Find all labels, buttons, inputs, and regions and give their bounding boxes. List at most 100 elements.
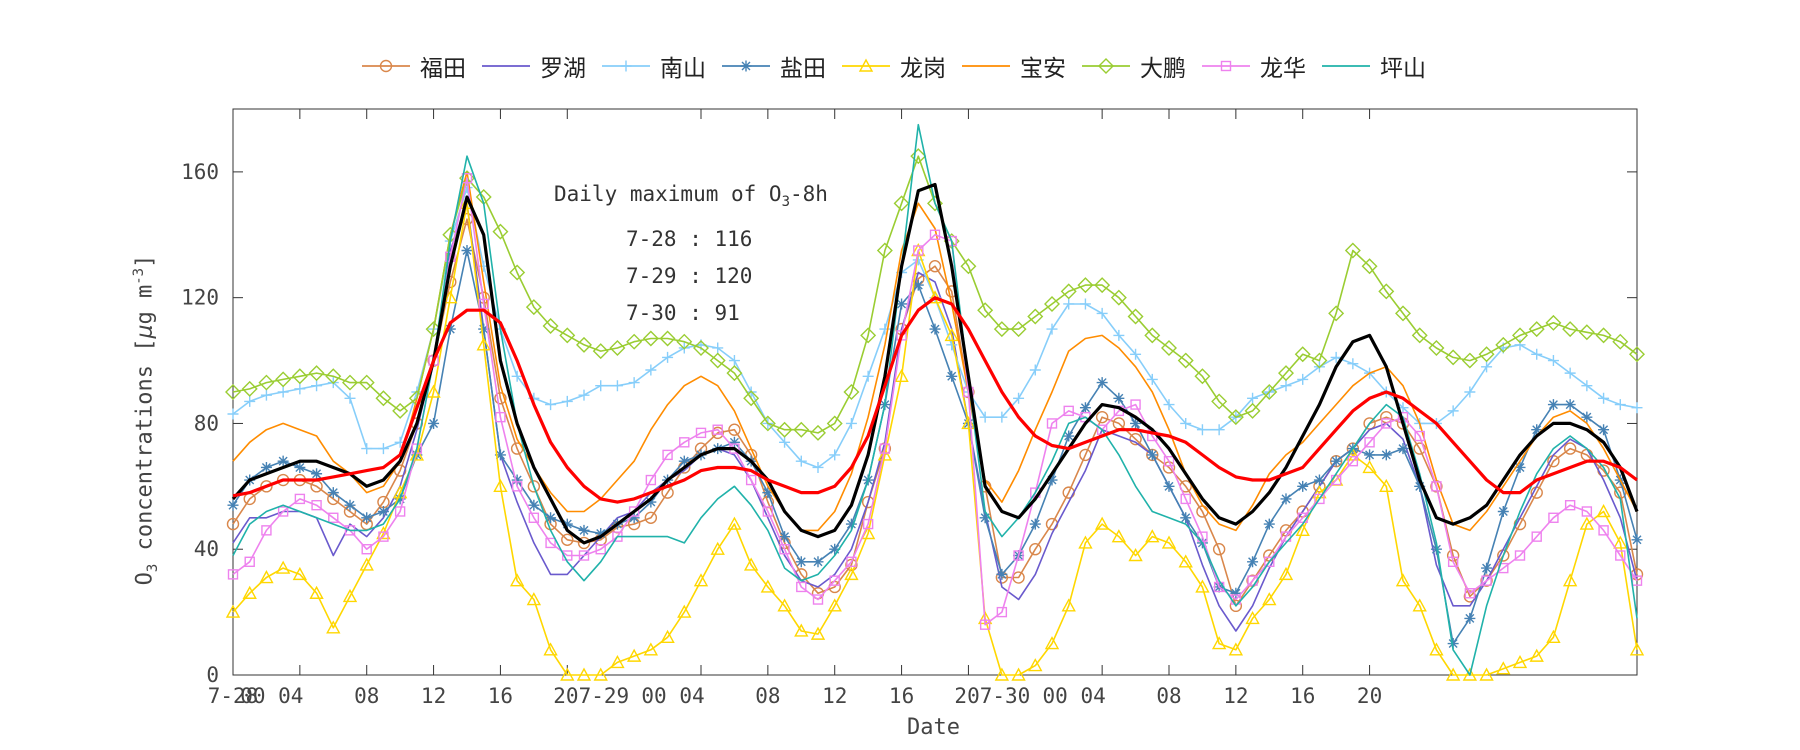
data-point — [1596, 504, 1611, 518]
data-point — [1211, 393, 1228, 410]
data-point — [963, 386, 974, 398]
data-point — [1564, 367, 1576, 379]
legend-marker — [620, 60, 632, 72]
data-point — [1180, 512, 1192, 524]
data-point — [260, 389, 272, 401]
data-point — [845, 417, 857, 429]
data-point — [394, 506, 406, 517]
x-tick-label: 7-28 — [208, 684, 259, 708]
data-point — [225, 604, 241, 618]
data-point — [810, 626, 826, 640]
data-point — [1581, 506, 1593, 517]
series-龙岗 — [225, 195, 1645, 681]
data-point — [726, 365, 743, 382]
data-point — [375, 390, 392, 407]
data-point — [1514, 550, 1526, 561]
data-point — [693, 339, 709, 356]
y-tick-label: 160 — [181, 160, 219, 184]
data-point — [944, 327, 959, 342]
data-point — [461, 245, 473, 256]
x-tick-label: 08 — [1156, 684, 1181, 708]
data-point — [1029, 518, 1041, 530]
data-point — [912, 279, 924, 291]
data-point — [1078, 535, 1093, 549]
data-point — [628, 512, 640, 524]
data-point — [793, 421, 810, 438]
data-point — [275, 560, 291, 574]
data-point — [561, 533, 574, 546]
legend-swatch — [362, 59, 410, 73]
x-tick-label: 08 — [354, 684, 379, 708]
data-point — [1313, 474, 1325, 486]
y-tick-label: 80 — [194, 411, 219, 435]
data-point — [1096, 424, 1108, 435]
data-point — [1278, 566, 1294, 581]
data-point — [1044, 295, 1060, 312]
data-point — [645, 474, 657, 486]
legend-label: 南山 — [660, 56, 706, 82]
data-point — [1063, 430, 1075, 442]
data-point — [1263, 518, 1275, 530]
data-point — [1095, 410, 1109, 424]
data-point — [342, 374, 358, 391]
data-point — [979, 619, 991, 630]
data-point — [294, 383, 306, 395]
data-point — [242, 585, 257, 599]
data-point — [1414, 480, 1426, 492]
data-point — [845, 558, 858, 572]
data-point — [1528, 321, 1545, 338]
data-point — [812, 556, 824, 568]
legend-item: 福田 — [360, 49, 466, 83]
data-point — [1280, 493, 1292, 505]
data-point — [711, 426, 724, 440]
data-point — [561, 395, 573, 407]
data-point — [326, 620, 341, 634]
data-point — [545, 512, 557, 524]
data-point — [1364, 437, 1375, 448]
data-point — [946, 339, 958, 351]
data-point — [1598, 424, 1610, 436]
data-point — [1461, 352, 1478, 369]
data-point — [494, 392, 507, 405]
data-point — [1478, 346, 1495, 363]
data-point — [677, 604, 692, 618]
data-point — [893, 195, 910, 212]
data-point — [843, 384, 860, 400]
data-point — [928, 260, 942, 273]
data-point — [291, 368, 308, 385]
data-point — [1129, 432, 1142, 446]
legend-label: 大鹏 — [1140, 56, 1186, 82]
legend-item: 南山 — [600, 49, 706, 83]
data-point — [1545, 314, 1562, 331]
data-point — [1227, 409, 1244, 426]
data-point — [1629, 642, 1645, 656]
series-龙华 — [227, 172, 1643, 630]
data-point — [327, 487, 339, 499]
data-point — [311, 380, 323, 392]
data-point — [428, 417, 440, 429]
data-point — [277, 386, 289, 398]
legend-swatch — [1322, 65, 1370, 67]
legend-label: 罗湖 — [540, 56, 586, 82]
data-point — [628, 377, 640, 389]
data-point — [946, 370, 958, 382]
data-point — [862, 370, 874, 382]
data-point — [896, 298, 908, 310]
data-point — [1330, 455, 1342, 467]
data-point — [645, 364, 657, 376]
data-point — [1413, 442, 1426, 455]
data-point — [377, 443, 389, 455]
data-point — [1514, 339, 1526, 351]
data-point — [1077, 277, 1094, 294]
data-point — [261, 525, 272, 536]
series-line — [232, 171, 1638, 532]
y-tick-label: 0 — [206, 663, 219, 687]
data-point — [676, 333, 693, 350]
data-point — [1512, 327, 1528, 344]
data-point — [561, 518, 573, 530]
data-point — [528, 499, 540, 511]
legend-item: 龙华 — [1200, 49, 1306, 83]
data-point — [1262, 592, 1277, 606]
data-point — [862, 518, 874, 530]
